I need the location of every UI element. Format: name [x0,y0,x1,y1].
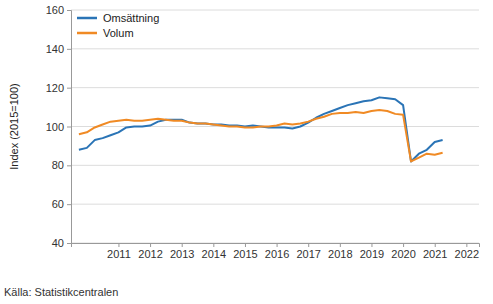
y-tick-mark [67,49,71,50]
x-tick-label: 2012 [138,248,162,260]
x-tick: 2021 [423,243,447,260]
x-axis: 2011 2012 2013 2014 2015 2016 2017 2018 2019 2020… [72,243,480,260]
y-tick-mark [67,88,71,89]
x-tick-label: 2017 [296,248,320,260]
legend-swatch [77,17,97,20]
grid [71,10,479,243]
x-tick: 2013 [170,243,194,260]
x-tick-label: 2020 [391,248,415,260]
plot: 4060801001201401602011201220132014201520… [46,4,480,260]
grid-line [71,165,479,166]
x-tick-mark [118,243,119,247]
y-tick: 160 [46,4,71,16]
x-tick-mark [340,243,341,247]
legend-item: Volum [77,27,134,39]
y-tick-label: 140 [46,43,64,55]
grid-line [71,204,479,205]
x-tick-mark [371,243,372,247]
chart: 4060801001201401602011201220132014201520… [0,0,493,304]
y-tick-label: 100 [46,121,64,133]
y-tick: 40 [52,237,71,249]
y-tick-label: 160 [46,4,64,16]
x-tick-mark [213,243,214,247]
y-tick: 100 [46,121,71,133]
x-tick-label: 2014 [202,248,226,260]
x-tick: 2011 [107,243,131,260]
y-tick-label: 40 [52,237,64,249]
x-tick-label: 2013 [170,248,194,260]
x-tick-label: 2021 [423,248,447,260]
lines [79,97,443,161]
legend-label: Volum [103,27,134,39]
x-tick: 2020 [391,243,415,260]
x-tick-mark [466,243,467,247]
source: Källa: Statistikcentralen [4,286,118,298]
grid-line [71,87,479,88]
x-tick: 2017 [296,243,320,260]
y-tick-mark [67,127,71,128]
x-tick-label: 2018 [328,248,352,260]
legend: Omsättning Volum [77,12,159,39]
y-axis-title: Index (2015=100) [8,83,20,170]
y-tick-mark [67,243,71,244]
x-tick-mark [435,243,436,247]
series-line [79,97,443,161]
x-tick-label: 2016 [265,248,289,260]
x-tick-label: 2022 [455,248,479,260]
legend-label: Omsättning [103,12,159,24]
x-tick-mark [150,243,151,247]
x-tick-label: 2019 [360,248,384,260]
grid-line [71,10,479,11]
y-tick-mark [67,165,71,166]
x-tick: 2015 [233,243,257,260]
y-tick-label: 60 [52,198,64,210]
y-tick-label: 120 [46,82,64,94]
x-tick: 2012 [138,243,162,260]
legend-swatch [77,32,97,35]
y-tick: 80 [52,159,71,171]
y-tick: 60 [52,198,71,210]
y-tick: 120 [46,82,71,94]
x-axis-line [72,244,480,248]
grid-line [71,48,479,49]
y-axis: 40 60 80 100 120 140 160 [46,4,72,249]
y-tick-mark [67,10,71,11]
x-tick: 2022 [455,243,479,260]
x-tick: 2018 [328,243,352,260]
series-line [79,110,443,161]
y-tick-mark [67,204,71,205]
x-tick: 2014 [202,243,226,260]
x-tick-mark [403,243,404,247]
x-tick-label: 2015 [233,248,257,260]
x-tick-mark [277,243,278,247]
y-tick: 140 [46,43,71,55]
x-tick-label: 2011 [107,248,131,260]
y-axis-line [67,11,72,244]
x-tick-mark [308,243,309,247]
x-tick: 2019 [360,243,384,260]
legend-item: Omsättning [77,12,159,24]
x-tick: 2016 [265,243,289,260]
y-tick-label: 80 [52,159,64,171]
x-tick-mark [245,243,246,247]
x-tick-mark [182,243,183,247]
